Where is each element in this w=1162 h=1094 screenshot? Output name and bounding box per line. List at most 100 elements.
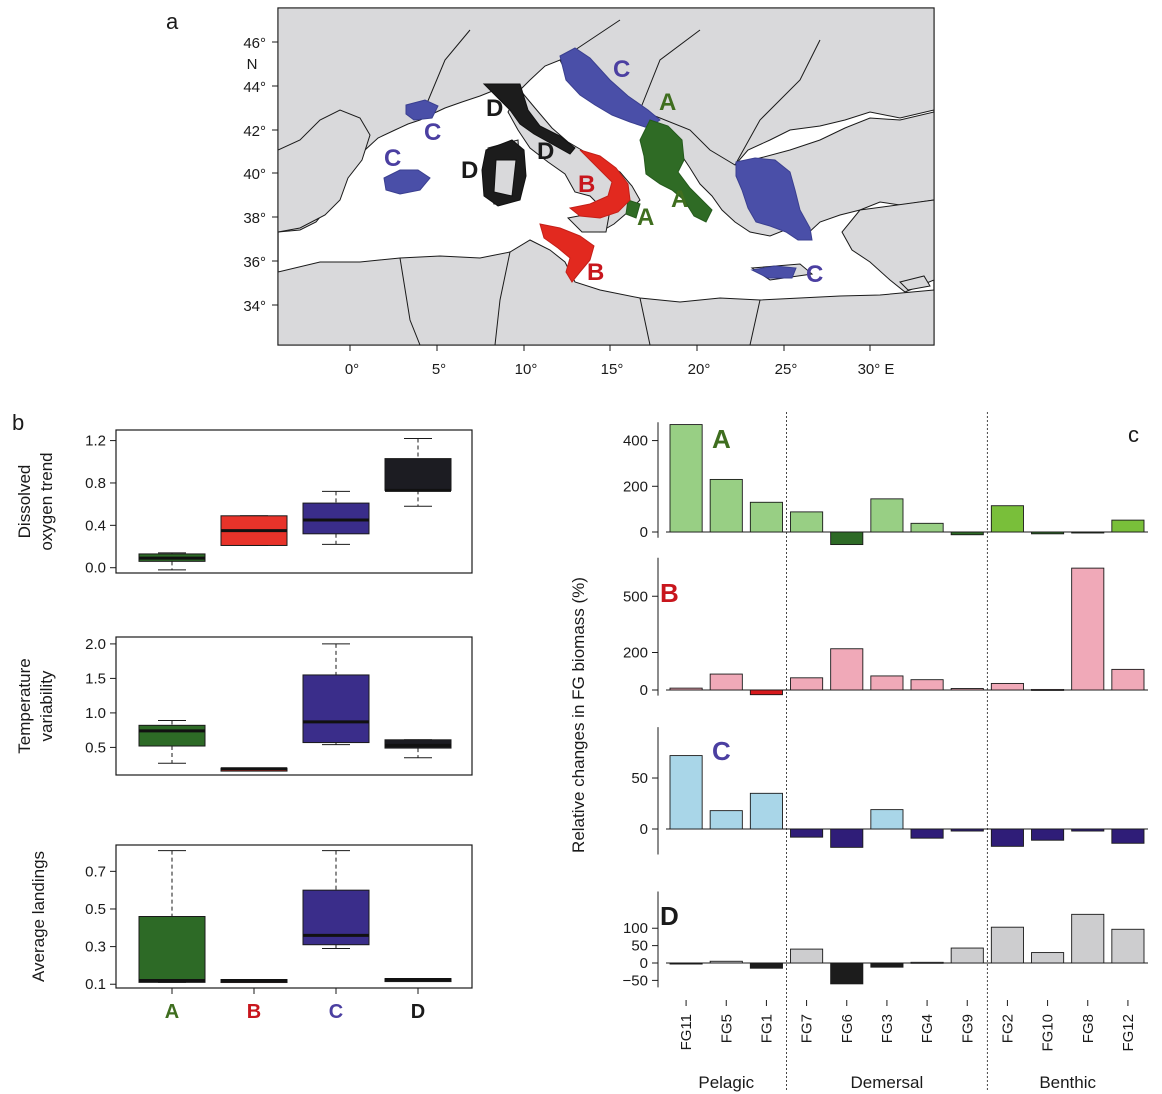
map-lat-tick-44: 44°: [243, 79, 266, 96]
bar-panel-A: 0 200 400 A: [623, 422, 1148, 546]
x-category-label-FG12: FG12: [1120, 1014, 1137, 1052]
y-tick-label: 0.5: [85, 739, 106, 756]
box-C: [302, 490, 370, 545]
panel-b-label: b: [12, 410, 24, 435]
map-lon-axis: [349, 345, 871, 351]
y-tick-label: 2.0: [85, 636, 106, 653]
y-tick-label: 1.0: [85, 705, 106, 722]
bar-y-axis-label: Relative changes in FG biomass (%): [569, 577, 588, 853]
y-tick-label: 1.5: [85, 670, 106, 687]
bar-C-FG5: [709, 810, 743, 830]
y-tick-label: 1.2: [85, 433, 106, 450]
bar-B-FG3: [870, 675, 904, 691]
x-category-label-FG1: FG1: [758, 1014, 775, 1043]
bar-B-FG12: [1111, 668, 1145, 691]
box-C: [302, 850, 370, 949]
bar-C-FG7: [790, 828, 824, 838]
series-label-D: D: [660, 901, 679, 931]
bar-A-FG8: [1071, 531, 1105, 534]
y-tick-label: 0: [640, 524, 648, 541]
bar-A-FG7: [790, 511, 824, 533]
y-tick-label: 100: [623, 920, 648, 937]
bar-C-FG10: [1031, 828, 1065, 841]
map-lat-unit: N: [247, 56, 258, 73]
bar-B-FG10: [1031, 688, 1065, 691]
map-label-A-greece: A: [671, 186, 688, 213]
x-category-label-A: A: [165, 1001, 179, 1023]
y-tick-label: 0.4: [85, 517, 106, 534]
map-label-C-balearic: C: [384, 145, 401, 172]
box-panel-1: 0.0 0.4 0.8 1.2 Dissolved oxygen trend: [15, 429, 473, 577]
x-category-label-FG10: FG10: [1040, 1014, 1057, 1052]
bar-D-FG8: [1071, 913, 1105, 964]
bar-D-FG1: [749, 962, 783, 969]
box-iqr: [384, 458, 452, 491]
map-label-D-ligurian: D: [486, 95, 503, 122]
box-panel-frame: [115, 844, 473, 989]
panel-a-label: a: [166, 9, 179, 34]
bar-B-FG7: [790, 677, 824, 691]
bar-B-FG2: [990, 682, 1024, 691]
map-lon-tick-0: 0°: [345, 361, 359, 378]
bar-C-FG8: [1071, 828, 1105, 832]
box-A: [138, 719, 206, 764]
map-lat-tick-36: 36°: [243, 254, 266, 271]
map-label-A-adriatic: A: [659, 89, 676, 116]
bar-B-FG6: [830, 648, 864, 691]
box-A: [138, 552, 206, 571]
map-region-D: [481, 83, 576, 207]
map-panel: C C C C D D D B B A A A 46° N 44° 42° 40…: [243, 7, 935, 378]
y-tick-label: −50: [623, 972, 648, 989]
x-category-label-FG4: FG4: [919, 1014, 936, 1043]
box-iqr: [302, 674, 370, 744]
map-label-B-ionian-north: B: [578, 171, 595, 198]
bar-B-FG8: [1071, 567, 1105, 691]
bar-A-FG4: [910, 522, 944, 533]
map-region-A: [625, 119, 713, 223]
bar-A-FG9: [950, 531, 984, 536]
map-lon-tick-25: 25°: [775, 361, 798, 378]
bar-C-FG11: [669, 755, 703, 830]
map-lat-axis: [272, 41, 278, 306]
bar-A-FG3: [870, 498, 904, 533]
y-tick-label: 0: [640, 955, 648, 972]
map-label-C-gulf-lion: C: [424, 119, 441, 146]
series-label-B: B: [660, 578, 679, 608]
bar-C-FG12: [1111, 828, 1145, 844]
map-label-C-aegean: C: [806, 261, 823, 288]
box-panel-2: 0.5 1.0 1.5 2.0 Temperature variability: [15, 636, 473, 776]
map-region-C: [383, 47, 813, 279]
bar-A-FG1: [749, 501, 783, 533]
y-tick-label: 0.0: [85, 560, 106, 577]
x-category-label-FG5: FG5: [718, 1014, 735, 1043]
group-label-demersal: Demersal: [851, 1073, 924, 1092]
bar-A-FG10: [1031, 531, 1065, 535]
bar-C-FG2: [990, 828, 1024, 847]
box-B: [220, 978, 288, 984]
x-category-label-FG8: FG8: [1080, 1014, 1097, 1043]
y-axis-label: Dissolved: [15, 465, 34, 539]
map-lon-tick-30: 30° E: [858, 361, 895, 378]
y-tick-label: 0: [640, 682, 648, 699]
x-category-label-FG3: FG3: [879, 1014, 896, 1043]
y-tick-label: 0.7: [85, 863, 106, 880]
x-category-label-FG9: FG9: [959, 1014, 976, 1043]
panel-c-label: c: [1128, 422, 1139, 447]
bar-D-FG3: [870, 962, 904, 968]
map-lat-tick-46: 46°: [243, 35, 266, 52]
y-tick-label: 500: [623, 588, 648, 605]
box-B: [220, 767, 288, 772]
box-C: [302, 643, 370, 746]
box-iqr: [302, 502, 370, 535]
box-D: [384, 739, 452, 759]
map-lon-tick-20: 20°: [688, 361, 711, 378]
box-panel-frame: [115, 636, 473, 776]
box-D: [384, 437, 452, 507]
bar-C-FG3: [870, 809, 904, 830]
y-axis-label: Average landings: [29, 851, 48, 982]
y-tick-label: 50: [631, 770, 648, 787]
box-D: [384, 978, 452, 983]
